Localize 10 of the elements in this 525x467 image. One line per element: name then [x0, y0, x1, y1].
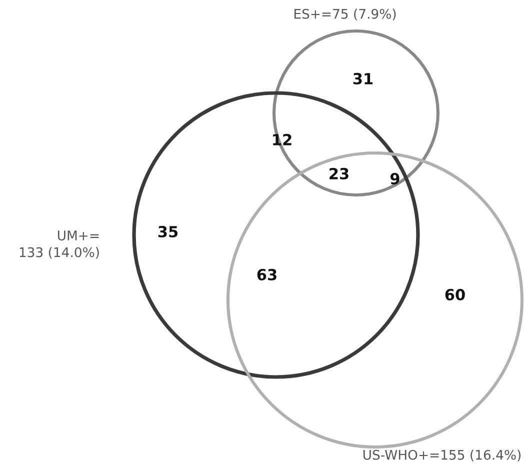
- text: US-WHO+=155 (16.4%): [363, 450, 521, 462]
- data-label: 35: [158, 226, 178, 238]
- data-label: 9: [390, 172, 400, 184]
- data-label: 31: [353, 72, 373, 84]
- data-label: 63: [257, 268, 276, 280]
- data-label: 23: [330, 168, 348, 180]
- data-label: 12: [273, 134, 292, 146]
- data-label: 60: [445, 288, 465, 300]
- text: ES+=75 (7.9%): [294, 8, 396, 20]
- text: UM+= 133 (14.0%): [20, 230, 99, 259]
